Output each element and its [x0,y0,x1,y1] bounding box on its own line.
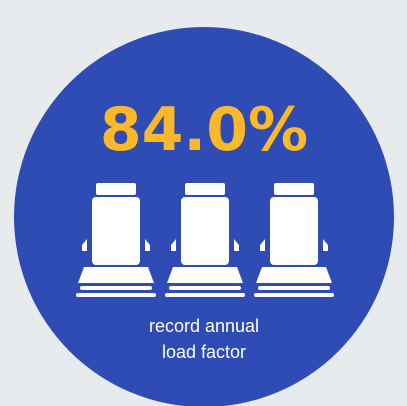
headline: 84.0% [100,95,308,165]
caption-line: record annual [149,316,259,336]
caption-line: load factor [162,342,246,362]
